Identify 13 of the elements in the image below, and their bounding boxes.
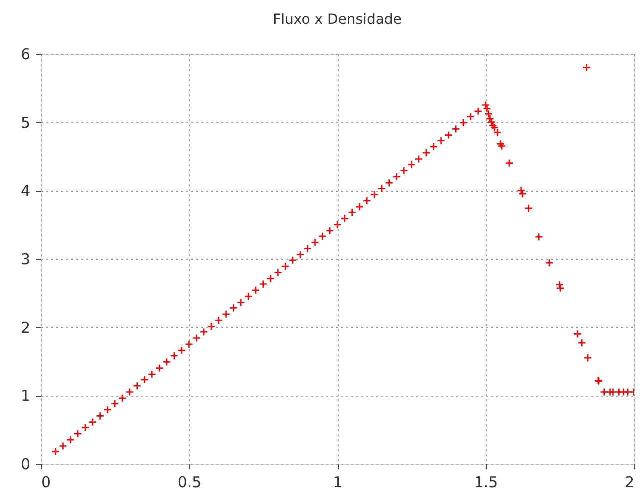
x-tick-label: 2 (624, 474, 634, 492)
y-tick-label: 5 (20, 114, 30, 132)
y-tick-label: 4 (20, 182, 30, 200)
x-tick-label: 1.5 (474, 474, 498, 492)
chart-title: Fluxo x Densidade (273, 12, 402, 28)
y-tick-label: 1 (20, 387, 30, 406)
y-tick-label: 0 (20, 456, 30, 474)
x-tick-label: 1 (333, 474, 343, 492)
x-tick-label: 0 (42, 474, 52, 492)
x-tick-label: 0.5 (178, 474, 202, 492)
y-tick-label: 2 (20, 318, 30, 337)
y-tick-label: 6 (20, 46, 30, 64)
y-tick-label: 3 (20, 250, 30, 268)
